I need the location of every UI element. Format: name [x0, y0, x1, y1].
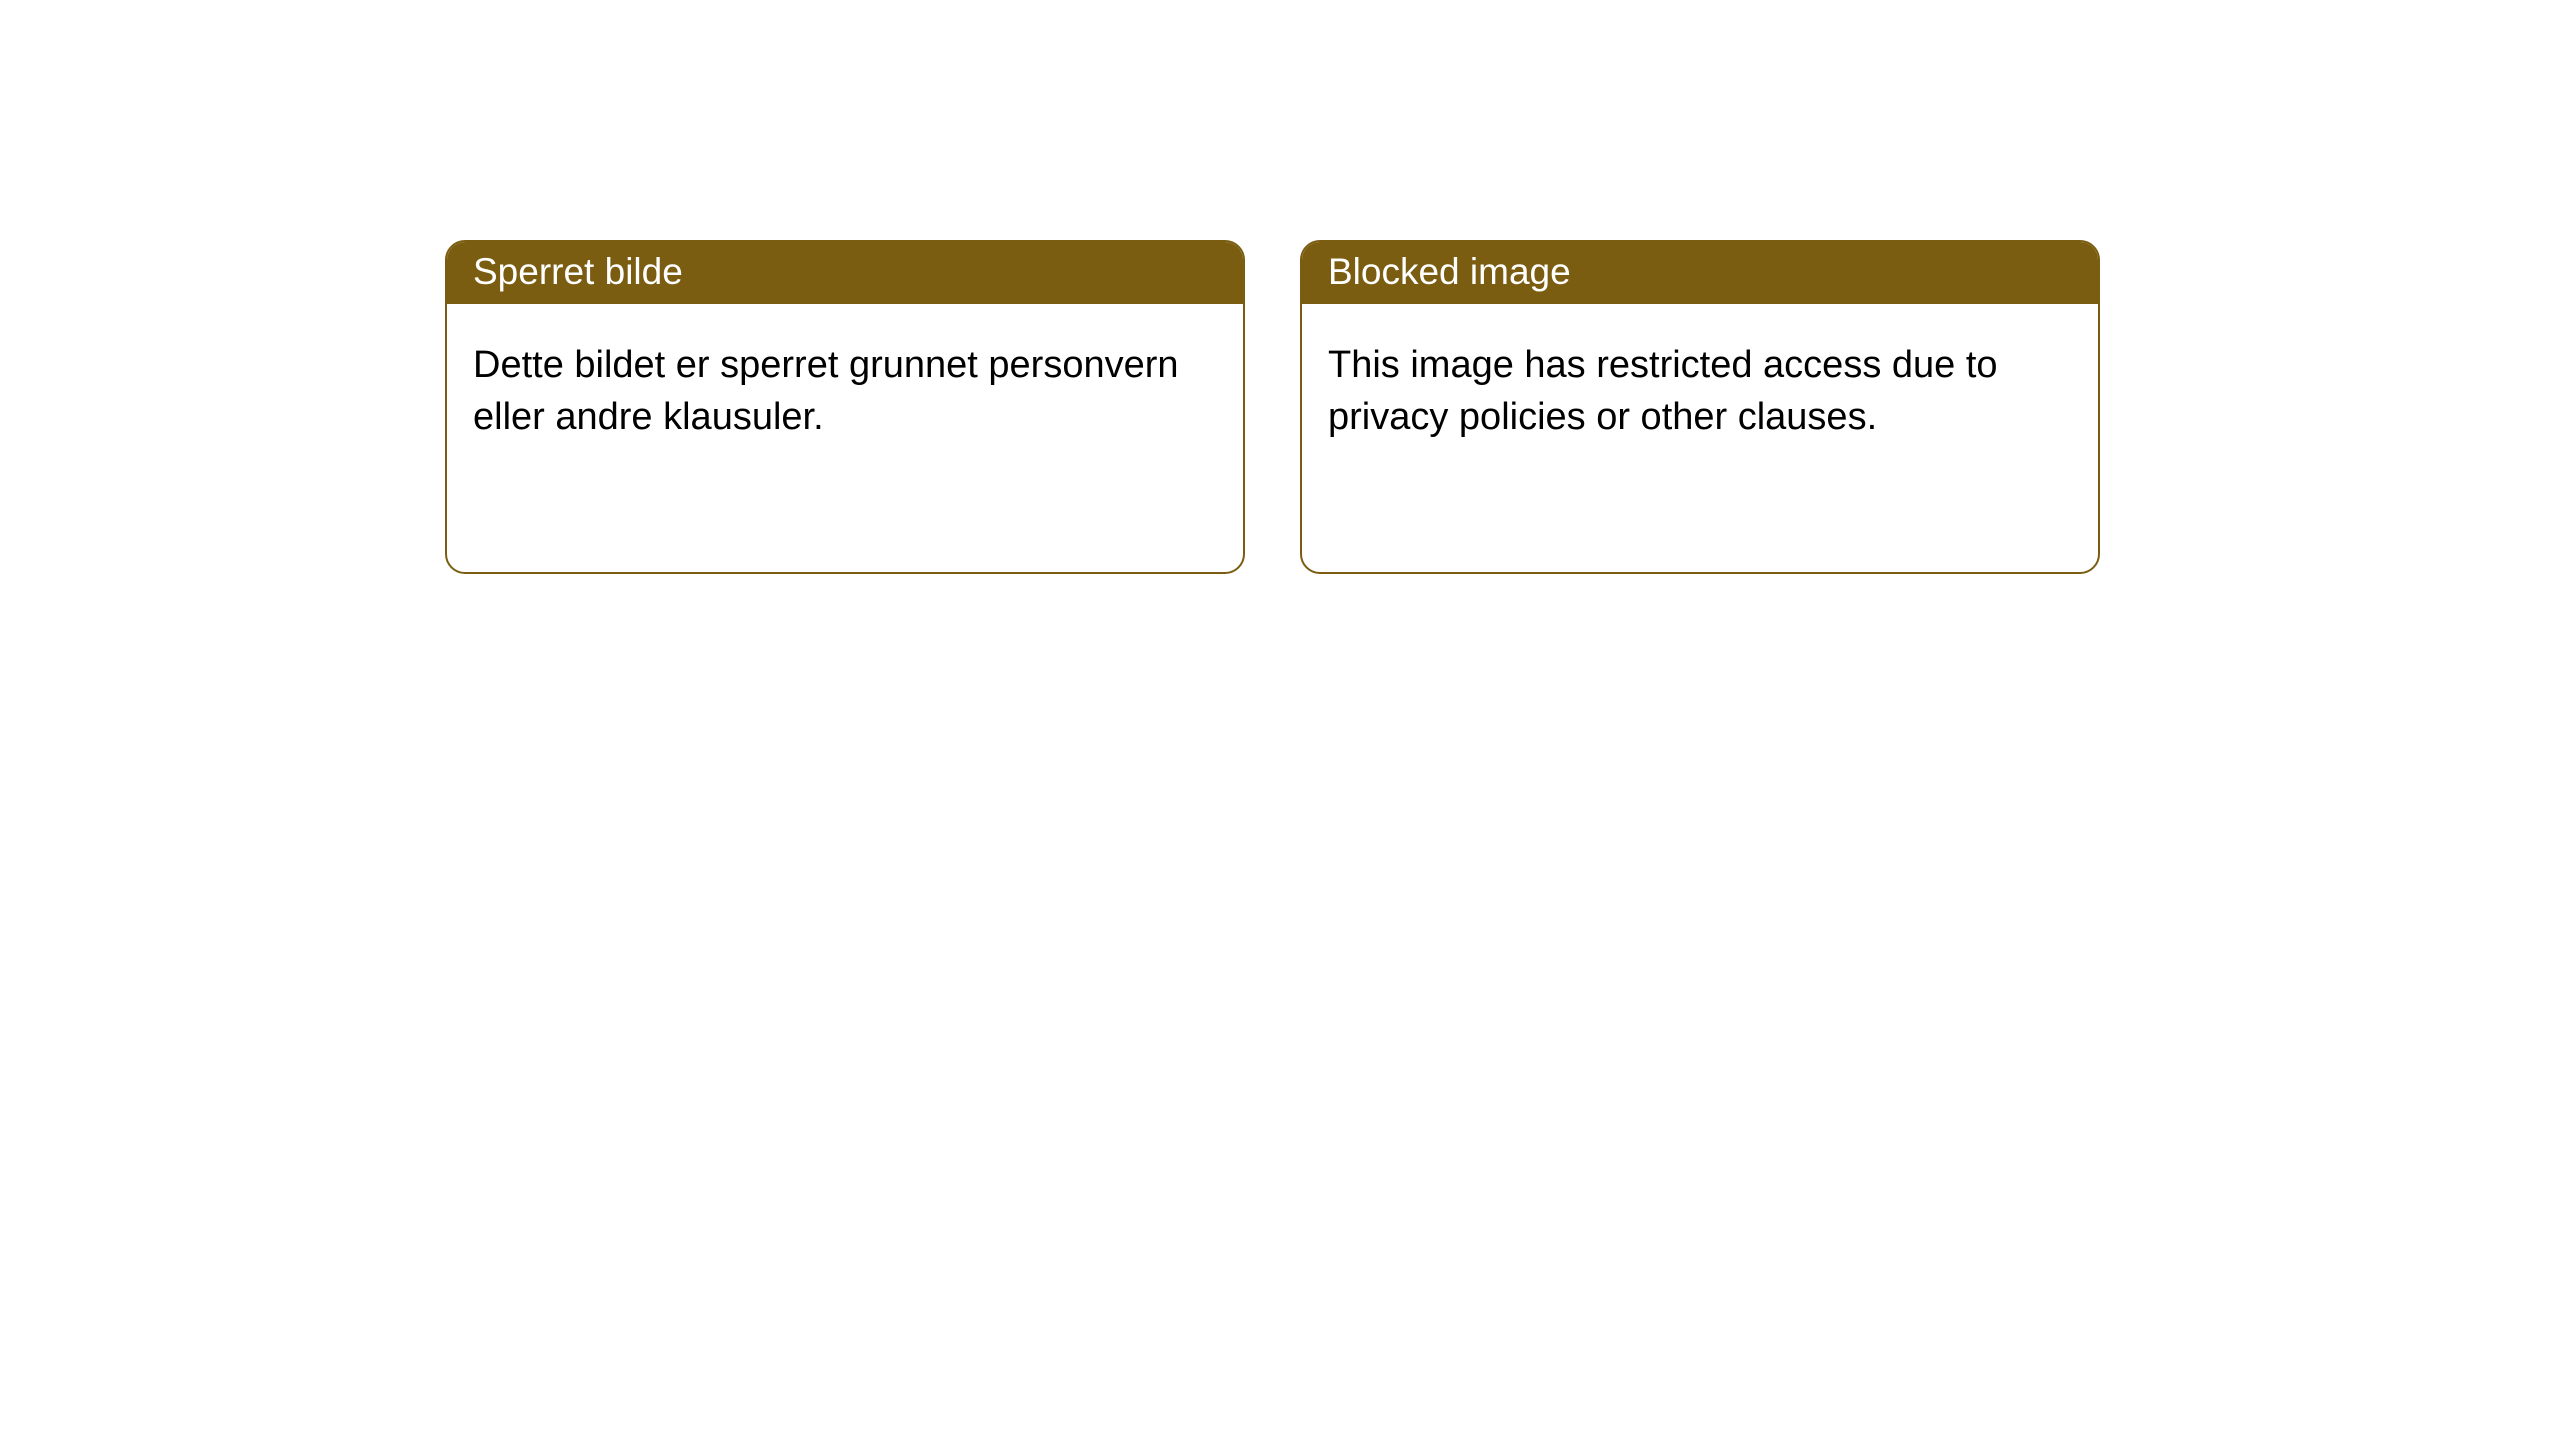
card-english: Blocked image This image has restricted … [1300, 240, 2100, 574]
card-body-text: This image has restricted access due to … [1302, 304, 2098, 469]
card-body-text: Dette bildet er sperret grunnet personve… [447, 304, 1243, 469]
card-norwegian: Sperret bilde Dette bildet er sperret gr… [445, 240, 1245, 574]
cards-container: Sperret bilde Dette bildet er sperret gr… [445, 240, 2560, 574]
card-title: Blocked image [1302, 242, 2098, 304]
card-title: Sperret bilde [447, 242, 1243, 304]
